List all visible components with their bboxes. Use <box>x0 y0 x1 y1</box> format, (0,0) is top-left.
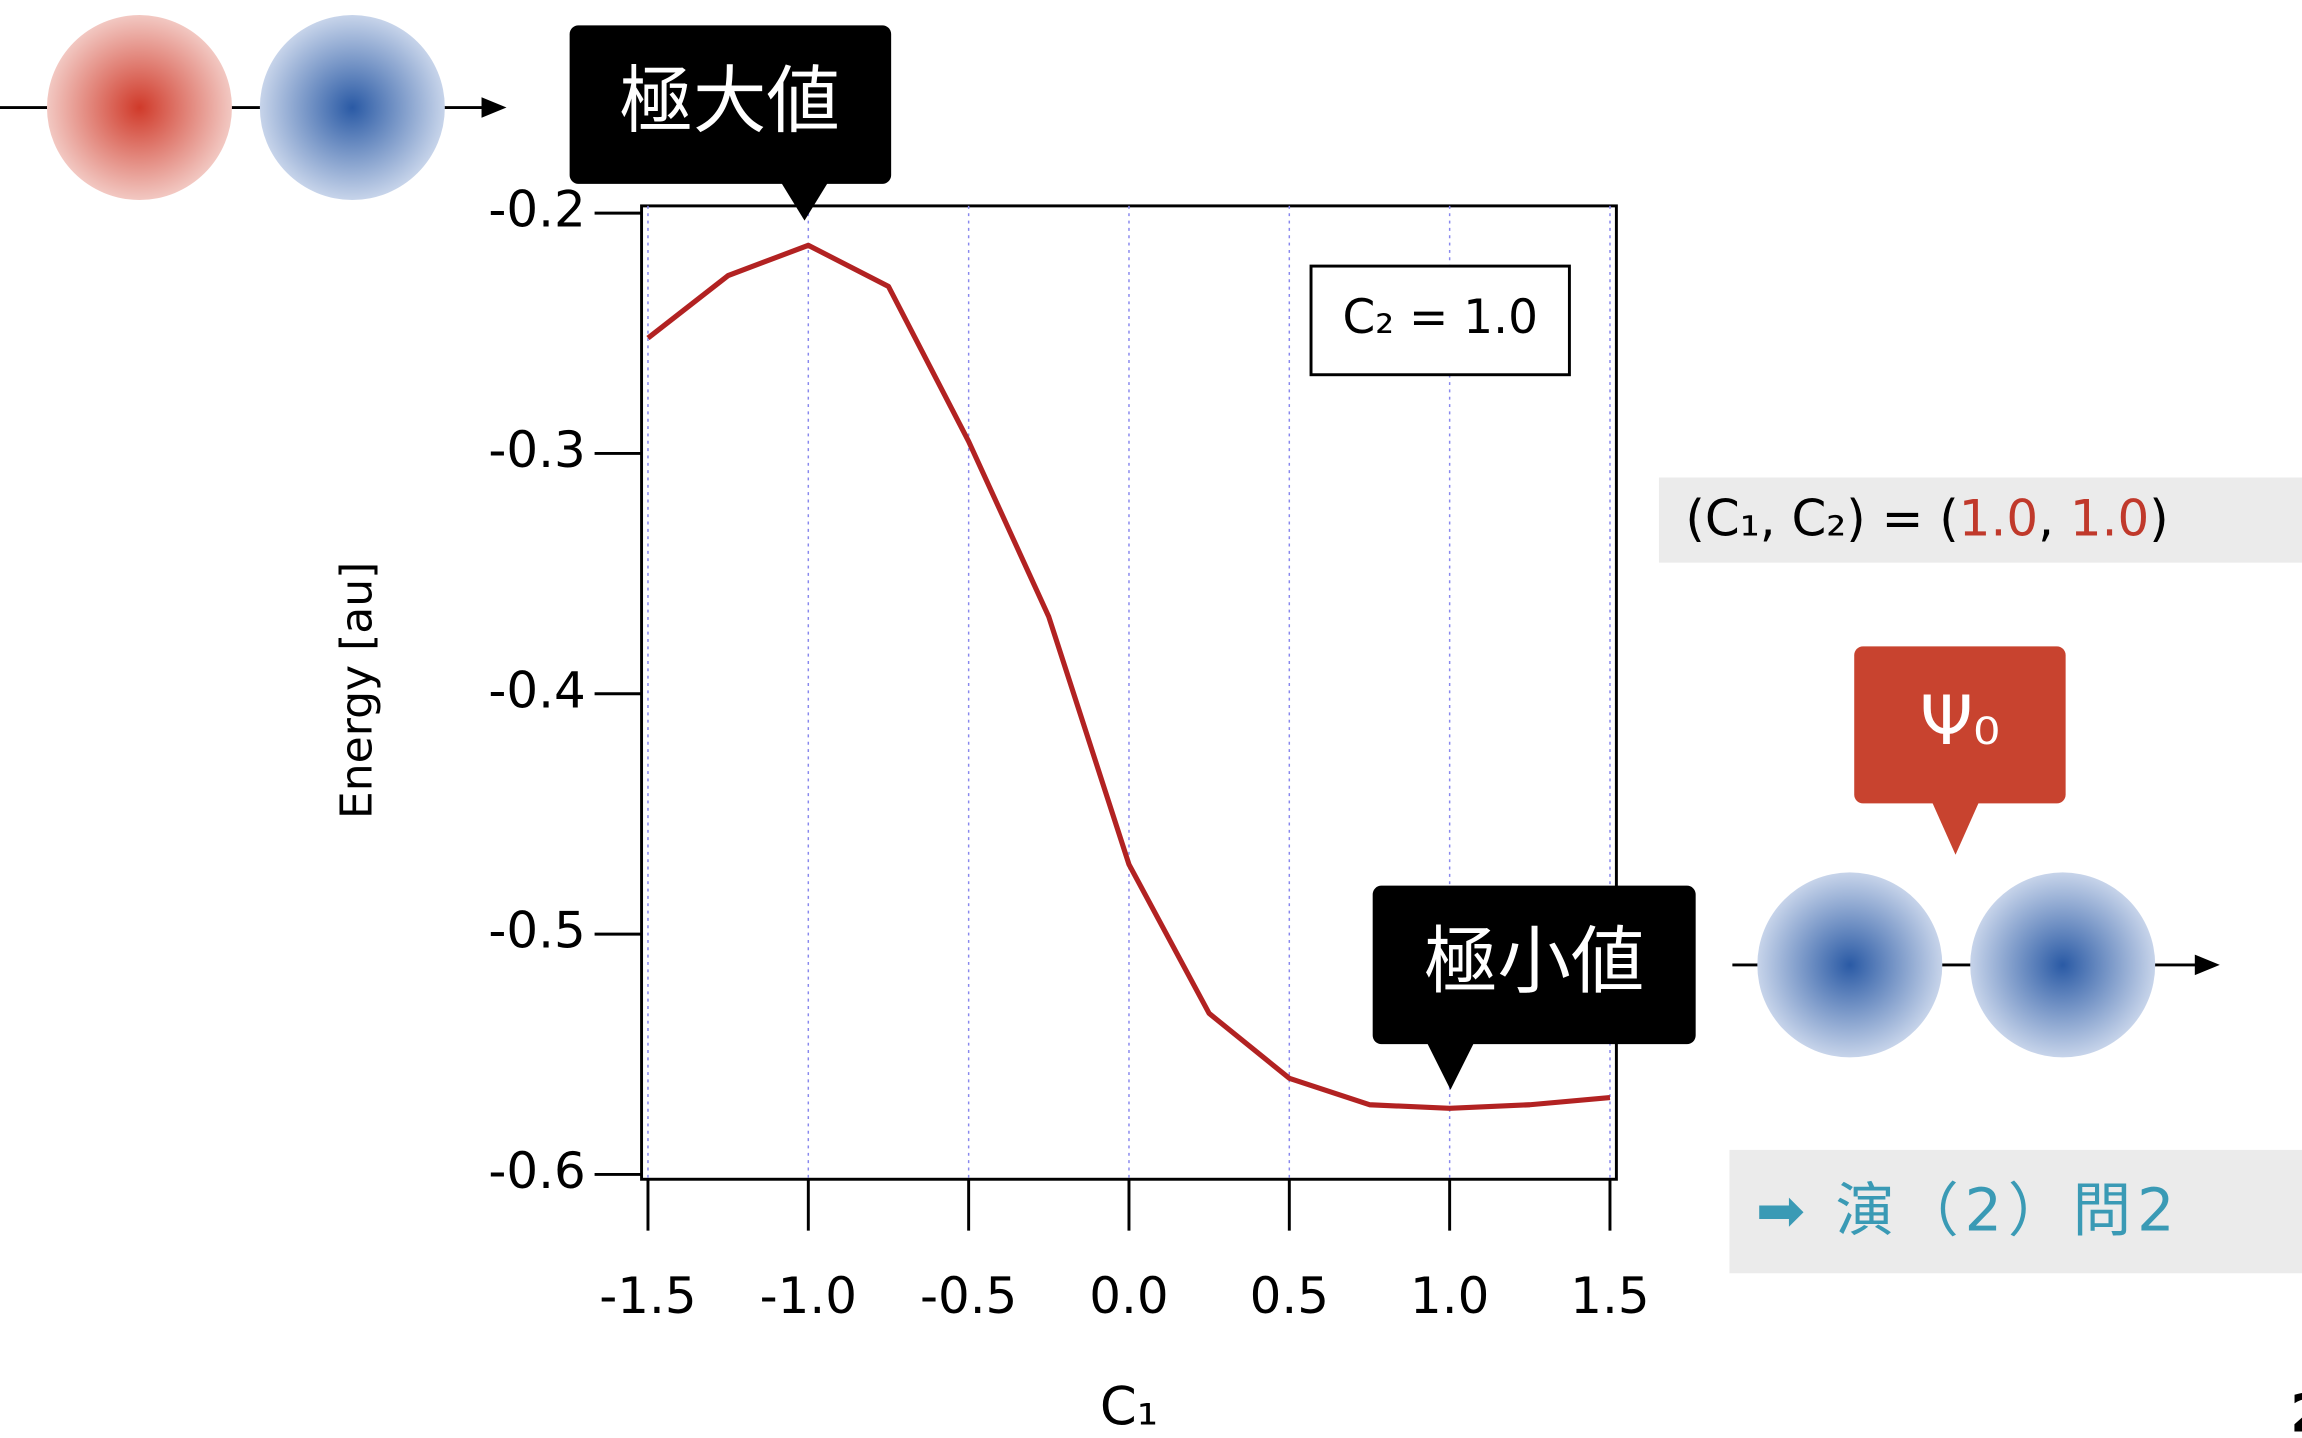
slide: -1.5 -1.0 -0.5 0.0 0.5 1.0 1.5 -0.6 -0.5 -0.4 -0.3… <box>0 0 2302 1438</box>
callout-text: 極小値 <box>1424 919 1644 1004</box>
coefficient-text: (C₁, C₂) = (1.0, 1.0) <box>1685 489 2168 547</box>
y-tick-label: -0.6 <box>488 1142 585 1200</box>
x-axis-label: C₁ <box>1100 1376 1158 1437</box>
link-text[interactable]: ➡ 演（2）問2 <box>1756 1176 2180 1245</box>
x-tick-label: -1.5 <box>599 1267 696 1325</box>
orbital-diagram <box>1732 872 2219 1057</box>
x-tick-label: 0.0 <box>1089 1267 1168 1325</box>
callout: 極小値 <box>1373 886 1696 1090</box>
state-label: Ψ₀ <box>1920 681 2000 760</box>
coefficient-value: 1.0 <box>1959 489 2038 547</box>
x-tick-label: 1.5 <box>1570 1267 1649 1325</box>
annotation: C₂ = 1.0 <box>1342 290 1538 345</box>
y-axis-label: Energy [au] <box>332 562 383 819</box>
x-tick-label: 1.0 <box>1410 1267 1489 1325</box>
coefficient-sep: , <box>2038 489 2070 547</box>
y-tick-label: -0.5 <box>488 902 585 960</box>
callout: 極大値 <box>570 25 892 220</box>
y-tick-label: -0.3 <box>488 421 585 479</box>
state-callout: Ψ₀ <box>1854 646 2065 854</box>
x-tick-label: 0.5 <box>1250 1267 1329 1325</box>
coefficient-lhs: (C₁, C₂) = ( <box>1685 489 1958 547</box>
page-number: 2 <box>2290 1384 2302 1438</box>
coefficient-close: ) <box>2149 489 2168 547</box>
x-tick-label: -1.0 <box>760 1267 857 1325</box>
coefficient-value: 1.0 <box>2070 489 2149 547</box>
y-tick-label: -0.4 <box>488 661 585 719</box>
y-tick-label: -0.2 <box>488 181 585 239</box>
x-tick-label: -0.5 <box>920 1267 1017 1325</box>
orbital-diagram <box>0 15 506 200</box>
callout-text: 極大値 <box>620 59 840 144</box>
